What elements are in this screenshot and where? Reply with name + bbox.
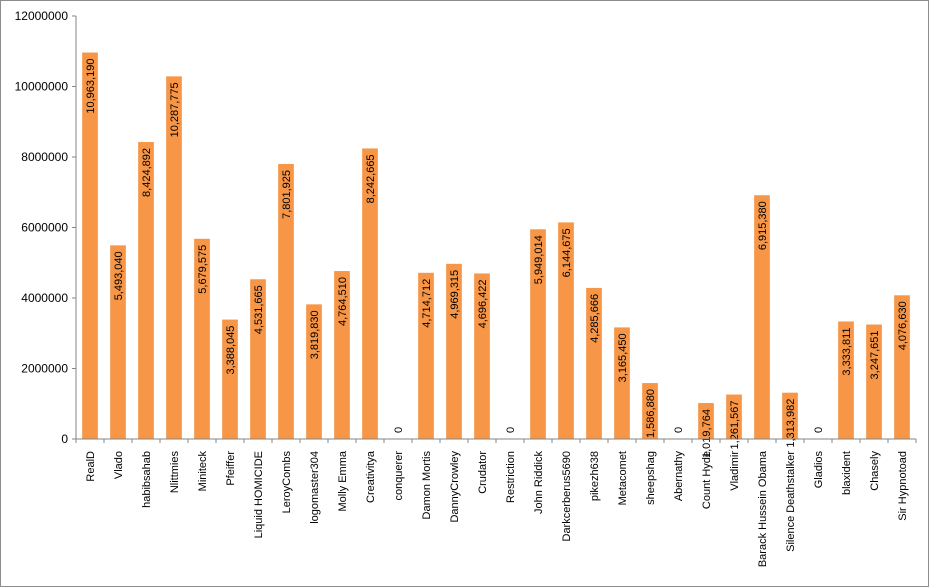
data-label: 10,287,775 <box>169 82 181 137</box>
data-label: 4,969,315 <box>449 270 461 319</box>
data-label: 7,801,925 <box>281 170 293 219</box>
y-tick-label: 10000000 <box>15 80 69 94</box>
data-labels: 10,963,190 5,493,040 8,424,892 10,287,775 5,… <box>85 59 909 458</box>
x-tick-label: conquerer <box>393 451 405 501</box>
y-tick-label: 12000000 <box>15 9 69 23</box>
bar <box>278 163 294 439</box>
data-label: 0 <box>673 427 685 433</box>
data-label: 4,696,422 <box>477 279 489 328</box>
y-tick-label: 0 <box>61 432 68 446</box>
x-axis: RealD Vlado habibsahab Nlittmies Miniteck Pfe… <box>75 438 917 567</box>
x-tick-label: Vlado <box>113 451 125 479</box>
bar <box>754 195 770 439</box>
x-tick-label: DannyCrowley <box>449 451 461 523</box>
bar <box>698 403 714 439</box>
data-label: 10,963,190 <box>85 59 97 114</box>
x-tick-label: Pfeiffer <box>225 451 237 486</box>
y-axis: 0 2000000 4000000 6000000 8000000 10000000 120… <box>15 9 77 446</box>
x-tick-label: John Riddick <box>533 451 545 514</box>
data-label: 3,247,651 <box>869 331 881 380</box>
x-tick-label: Sir Hypnotoad <box>897 451 909 521</box>
bar <box>306 304 322 439</box>
data-label: 4,714,712 <box>421 279 433 328</box>
data-label: 6,144,675 <box>561 228 573 277</box>
x-tick-label: logomaster304 <box>309 451 321 524</box>
data-label: 5,493,040 <box>113 251 125 300</box>
bar <box>82 52 98 440</box>
bar <box>446 263 462 439</box>
x-tick-label: Crudator <box>477 451 489 494</box>
bar <box>838 321 854 439</box>
data-label: 5,679,575 <box>197 245 209 294</box>
data-label: 5,949,014 <box>533 235 545 284</box>
bar <box>474 273 490 439</box>
x-tick-label: sheepshag <box>645 451 657 505</box>
data-label: 8,242,665 <box>365 154 377 203</box>
bar <box>194 238 210 439</box>
x-tick-label: Nlittmies <box>169 451 181 494</box>
x-tick-label: Restriction <box>505 451 517 503</box>
x-tick-label: Barack Hussein Obama <box>757 450 769 567</box>
data-label: 4,764,510 <box>337 277 349 326</box>
bar <box>866 324 882 439</box>
data-label: 4,531,665 <box>253 285 265 334</box>
data-label: 8,424,892 <box>141 148 153 197</box>
data-label: 4,285,666 <box>589 294 601 343</box>
x-tick-label: Darkcerberus5690 <box>561 451 573 542</box>
bar <box>726 394 742 439</box>
x-tick-label: RealD <box>85 451 97 482</box>
data-label: 0 <box>505 427 517 433</box>
y-tick-label: 2000000 <box>21 362 68 376</box>
x-tick-label: Miniteck <box>197 451 209 492</box>
bar <box>586 287 602 439</box>
data-label: 1,586,880 <box>645 389 657 438</box>
bar <box>894 295 910 439</box>
bar <box>334 271 350 439</box>
bar <box>362 148 378 440</box>
data-label: 4,076,630 <box>897 301 909 350</box>
y-tick-label: 4000000 <box>21 291 68 305</box>
x-tick-label: Vladimir <box>729 451 741 491</box>
x-tick-label: Count Hyde <box>701 451 713 509</box>
bar <box>138 142 154 439</box>
data-label: 1,019,764 <box>701 409 713 458</box>
x-tick-label: Liquid HOMICIDE <box>253 451 265 538</box>
data-label: 0 <box>813 427 825 433</box>
data-label: 1,313,982 <box>785 399 797 448</box>
bar <box>250 279 266 439</box>
bar <box>782 392 798 439</box>
bars <box>82 52 910 440</box>
x-tick-label: LeroyCombs <box>281 451 293 514</box>
x-tick-label: Abernathy <box>673 451 685 502</box>
x-tick-label: pikezh638 <box>589 451 601 501</box>
bar <box>110 245 126 439</box>
x-tick-label: Metacomet <box>617 451 629 505</box>
data-label: 6,915,380 <box>757 201 769 250</box>
x-tick-label: blaxident <box>841 451 853 495</box>
data-label: 3,819,830 <box>309 310 321 359</box>
bar <box>642 383 658 439</box>
bar <box>166 76 182 440</box>
bar <box>558 222 574 439</box>
y-tick-label: 8000000 <box>21 150 68 164</box>
bar <box>222 319 238 439</box>
data-label: 1,261,567 <box>729 401 741 450</box>
x-tick-label: Molly Emma <box>337 450 349 511</box>
bar <box>614 327 630 439</box>
data-label: 3,333,811 <box>841 327 853 375</box>
bar <box>418 272 434 439</box>
x-tick-label: Creativitya <box>365 450 377 503</box>
x-tick-label: Chasely <box>869 451 881 491</box>
x-tick-label: Silence Deathstalker <box>785 451 797 552</box>
x-tick-label: Gladios <box>813 451 825 489</box>
data-label: 3,165,450 <box>617 333 629 382</box>
x-tick-label: Damon Mortis <box>421 451 433 520</box>
data-label: 0 <box>393 427 405 433</box>
x-tick-label: habibsahab <box>141 451 153 508</box>
bar <box>530 229 546 439</box>
y-tick-label: 6000000 <box>21 221 68 235</box>
data-label: 3,388,045 <box>225 326 237 375</box>
